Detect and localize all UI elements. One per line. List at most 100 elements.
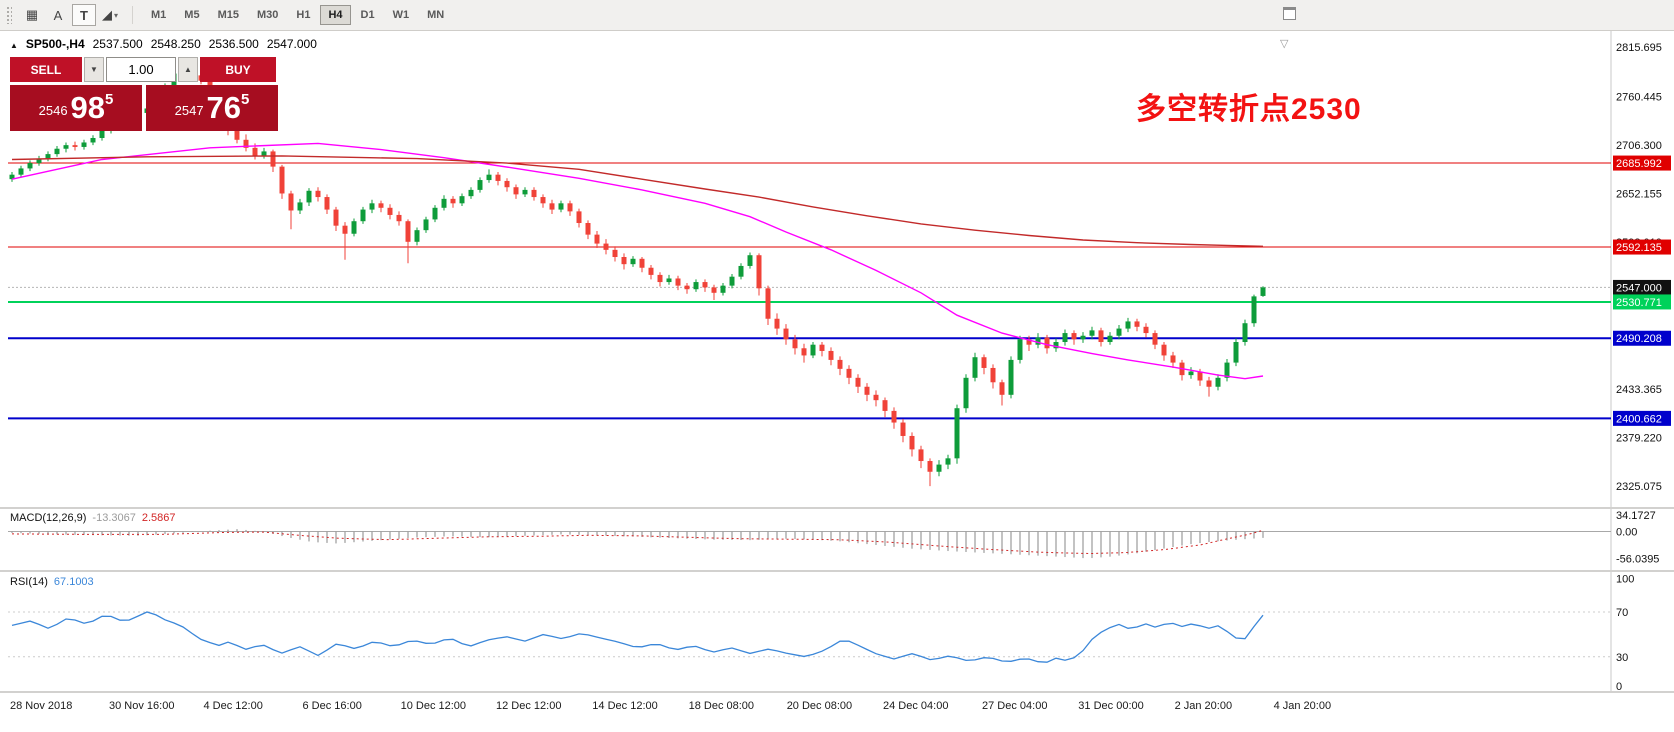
ask-price-whole: 2547	[174, 103, 204, 118]
candle-body	[972, 357, 978, 378]
candle-body	[1089, 330, 1095, 336]
time-axis-label: 12 Dec 12:00	[496, 700, 562, 712]
sell-button[interactable]: SELL	[10, 57, 82, 82]
candle-body	[495, 174, 501, 181]
candle-body	[1215, 377, 1221, 387]
candle-body	[522, 189, 528, 195]
candle-body	[333, 209, 339, 226]
rsi-label: RSI(14) 67.1003	[10, 576, 94, 588]
chart-shift-marker-icon: ▽	[1280, 38, 1289, 50]
candle-body	[693, 282, 699, 290]
candle-body	[657, 274, 663, 283]
candle-body	[432, 207, 438, 220]
candle-body	[378, 203, 384, 208]
price-axis-tick: 2652.155	[1616, 188, 1662, 200]
rsi-axis-label: 100	[1616, 573, 1634, 585]
price-axis-tick: 2760.445	[1616, 91, 1662, 103]
timeframe-m15-button[interactable]: M15	[210, 5, 247, 25]
candle-body	[900, 422, 906, 436]
price-badge-label: 2490.208	[1616, 333, 1662, 345]
candle-body	[648, 267, 654, 275]
candle-body	[612, 249, 618, 258]
timeframe-w1-button[interactable]: W1	[385, 5, 418, 25]
volume-input[interactable]	[106, 57, 176, 82]
buy-button[interactable]: BUY	[200, 57, 276, 82]
timeframe-d1-button[interactable]: D1	[353, 5, 383, 25]
candle-body	[306, 190, 312, 203]
candle-body	[1116, 328, 1122, 336]
candle-body	[1224, 362, 1230, 378]
timeframe-h1-button[interactable]: H1	[288, 5, 318, 25]
candle-body	[1233, 342, 1239, 363]
candle-body	[1098, 330, 1104, 343]
time-axis-label: 24 Dec 04:00	[883, 700, 949, 712]
volume-increase-button[interactable]: ▲	[178, 57, 198, 82]
candle-body	[1188, 371, 1194, 376]
candle-body	[792, 339, 798, 349]
price-badge	[1613, 279, 1671, 295]
candle-body	[1152, 333, 1158, 345]
candle-body	[1107, 335, 1113, 343]
ask-price-point: 5	[241, 91, 250, 108]
timeframe-h4-button[interactable]: H4	[320, 5, 351, 25]
candle-body	[801, 348, 807, 356]
grid-tool-icon[interactable]: ▦	[20, 4, 44, 26]
candle-body	[441, 198, 447, 208]
price-badge	[1613, 330, 1671, 346]
rsi-value: 67.1003	[53, 576, 94, 588]
toolbar-grip[interactable]	[6, 6, 12, 24]
time-axis-label: 18 Dec 08:00	[688, 700, 755, 712]
candle-body	[1242, 323, 1248, 343]
candle-body	[711, 287, 717, 293]
time-axis-label: 6 Dec 16:00	[302, 700, 362, 712]
candle-body	[747, 255, 753, 266]
high-value: 2548.250	[150, 37, 201, 51]
rsi-axis-label: 30	[1616, 652, 1628, 664]
candle-body	[243, 139, 249, 148]
timeframe-m1-button[interactable]: M1	[143, 5, 174, 25]
price-badge	[1613, 294, 1671, 310]
symbol-marker-icon: ▲	[10, 41, 18, 50]
candle-body	[450, 198, 456, 204]
timeframe-m5-button[interactable]: M5	[176, 5, 207, 25]
candle-body	[477, 180, 483, 190]
chevron-down-icon: ▾	[114, 10, 119, 20]
panel-divider[interactable]	[0, 507, 1674, 509]
price-axis-tick: 2325.075	[1616, 481, 1662, 493]
shapes-tool-button[interactable]: ◢ ▾	[98, 4, 122, 26]
candle-body	[459, 196, 465, 204]
candle-body	[684, 285, 690, 290]
candle-body	[576, 211, 582, 224]
timeframe-m30-button[interactable]: M30	[249, 5, 286, 25]
candle-body	[45, 154, 51, 159]
candle-body	[765, 288, 771, 319]
price-badge-label: 2592.135	[1616, 242, 1662, 254]
text-tool-icon[interactable]: T	[72, 4, 96, 26]
candle-body	[531, 189, 537, 198]
macd-axis-label: 0.00	[1616, 527, 1637, 539]
candle-body	[936, 464, 942, 472]
panel-divider[interactable]	[0, 570, 1674, 572]
window-icon[interactable]	[1283, 7, 1296, 20]
bid-price[interactable]: 2546 98 5	[10, 85, 142, 131]
candle-body	[864, 386, 870, 395]
candle-body	[270, 151, 276, 167]
candle-body	[882, 400, 888, 411]
candle-body	[1035, 337, 1041, 345]
macd-label: MACD(12,26,9) -13.3067 2.5867	[10, 512, 176, 524]
volume-decrease-button[interactable]: ▼	[84, 57, 104, 82]
candle-body	[261, 151, 267, 156]
candle-body	[666, 278, 672, 283]
timeframe-mn-button[interactable]: MN	[419, 5, 452, 25]
candle-body	[630, 258, 636, 265]
text-label-tool-icon[interactable]: A	[46, 4, 70, 26]
rsi-name: RSI(14)	[10, 576, 48, 588]
candle-body	[1071, 333, 1077, 340]
candle-body	[423, 219, 429, 231]
candle-body	[252, 147, 258, 156]
candle-body	[1206, 380, 1212, 387]
candle-body	[675, 278, 681, 286]
ask-price[interactable]: 2547 76 5	[146, 85, 278, 131]
